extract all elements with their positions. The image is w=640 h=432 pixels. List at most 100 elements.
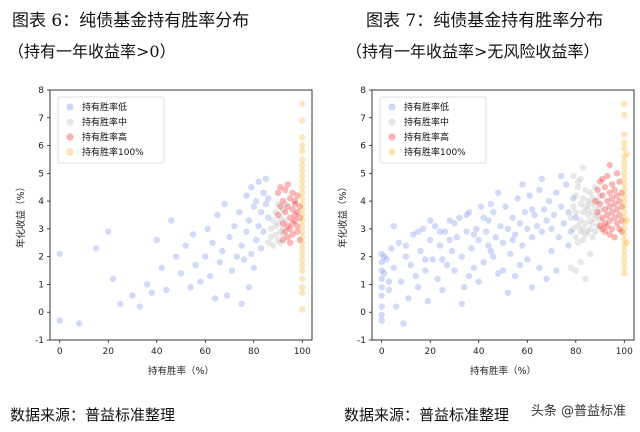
right-data-source: 数据来源：普益标准整理: [344, 406, 510, 424]
scatter-point: [613, 192, 621, 199]
scatter-point: [400, 320, 407, 327]
scatter-point: [562, 181, 570, 188]
scatter-point: [294, 228, 301, 235]
scatter-point: [621, 225, 628, 233]
scatter-point: [439, 286, 446, 294]
scatter-point: [299, 117, 306, 124]
scatter-point: [279, 225, 287, 233]
scatter-point: [378, 317, 385, 324]
scatter-point: [575, 239, 582, 246]
scatter-point: [621, 220, 628, 227]
scatter-point: [286, 195, 294, 202]
scatter-point: [448, 247, 456, 255]
scatter-point: [470, 231, 478, 238]
scatter-point: [277, 239, 284, 246]
scatter-point: [514, 195, 521, 202]
scatter-point: [521, 209, 529, 216]
scatter-point: [279, 220, 287, 227]
scatter-point: [238, 300, 245, 308]
scatter-point: [621, 242, 628, 249]
scatter-point: [601, 206, 609, 213]
scatter-point: [465, 209, 473, 216]
scatter-point: [296, 236, 304, 244]
scatter-point: [109, 275, 117, 283]
scatter-point: [582, 203, 589, 210]
scatter-point: [277, 184, 284, 191]
legend-marker: [66, 148, 74, 156]
scatter-point: [606, 217, 613, 224]
scatter-point: [565, 242, 572, 249]
y-tick-label: 6: [38, 142, 44, 152]
scatter-point: [414, 284, 422, 291]
scatter-point: [299, 289, 306, 296]
scatter-point: [299, 211, 306, 219]
scatter-point: [272, 222, 279, 230]
scatter-point: [378, 250, 385, 258]
scatter-point: [579, 209, 587, 216]
scatter-point: [289, 206, 296, 213]
scatter-point: [289, 231, 296, 238]
scatter-point: [216, 259, 224, 266]
scatter-point: [570, 225, 577, 233]
scatter-point: [299, 178, 306, 185]
scatter-point: [606, 189, 613, 196]
scatter-point: [482, 228, 490, 235]
scatter-point: [286, 239, 294, 246]
x-tick-label: 60: [200, 347, 212, 357]
scatter-point: [148, 289, 156, 296]
y-tick-label: 3: [38, 225, 44, 235]
scatter-point: [543, 275, 550, 283]
scatter-point: [579, 195, 587, 202]
scatter-point: [591, 197, 599, 205]
scatter-point: [480, 214, 487, 221]
scatter-point: [197, 278, 204, 285]
scatter-point: [163, 286, 170, 294]
scatter-point: [572, 192, 579, 199]
scatter-point: [618, 203, 626, 210]
scatter-point: [441, 228, 448, 235]
scatter-point: [504, 225, 512, 233]
scatter-point: [621, 145, 628, 152]
scatter-point: [434, 275, 441, 283]
scatter-point: [446, 236, 453, 244]
scatter-point: [621, 236, 628, 244]
scatter-point: [621, 197, 628, 205]
scatter-point: [299, 172, 306, 180]
scatter-point: [463, 211, 470, 219]
scatter-point: [599, 225, 606, 233]
y-tick-label: 4: [38, 197, 44, 207]
scatter-point: [460, 284, 468, 291]
scatter-point: [516, 261, 524, 269]
scatter-point: [385, 278, 393, 285]
scatter-point: [621, 203, 628, 210]
scatter-point: [282, 200, 289, 208]
scatter-point: [589, 234, 596, 241]
x-tick-label: 40: [473, 347, 485, 357]
scatter-point: [621, 175, 628, 183]
scatter-point: [621, 164, 628, 171]
scatter-point: [282, 217, 289, 224]
scatter-point: [299, 217, 306, 224]
scatter-point: [117, 300, 124, 308]
legend-entry: 持有胜率100%: [82, 146, 144, 158]
scatter-point: [621, 264, 628, 271]
scatter-point: [136, 303, 143, 310]
scatter-point: [621, 181, 628, 188]
scatter-point: [477, 203, 485, 210]
y-tick-label: 3: [360, 225, 366, 235]
scatter-point: [299, 200, 306, 208]
scatter-point: [223, 292, 231, 299]
scatter-point: [591, 203, 599, 210]
scatter-point: [279, 197, 287, 205]
scatter-point: [541, 206, 548, 213]
scatter-point: [279, 231, 287, 238]
scatter-point: [228, 267, 236, 274]
scatter-point: [299, 100, 306, 108]
scatter-point: [177, 270, 185, 277]
y-tick-label: -1: [35, 336, 44, 346]
legend-marker: [66, 133, 74, 141]
scatter-point: [299, 306, 306, 313]
scatter-point: [504, 289, 512, 296]
scatter-point: [594, 211, 601, 219]
